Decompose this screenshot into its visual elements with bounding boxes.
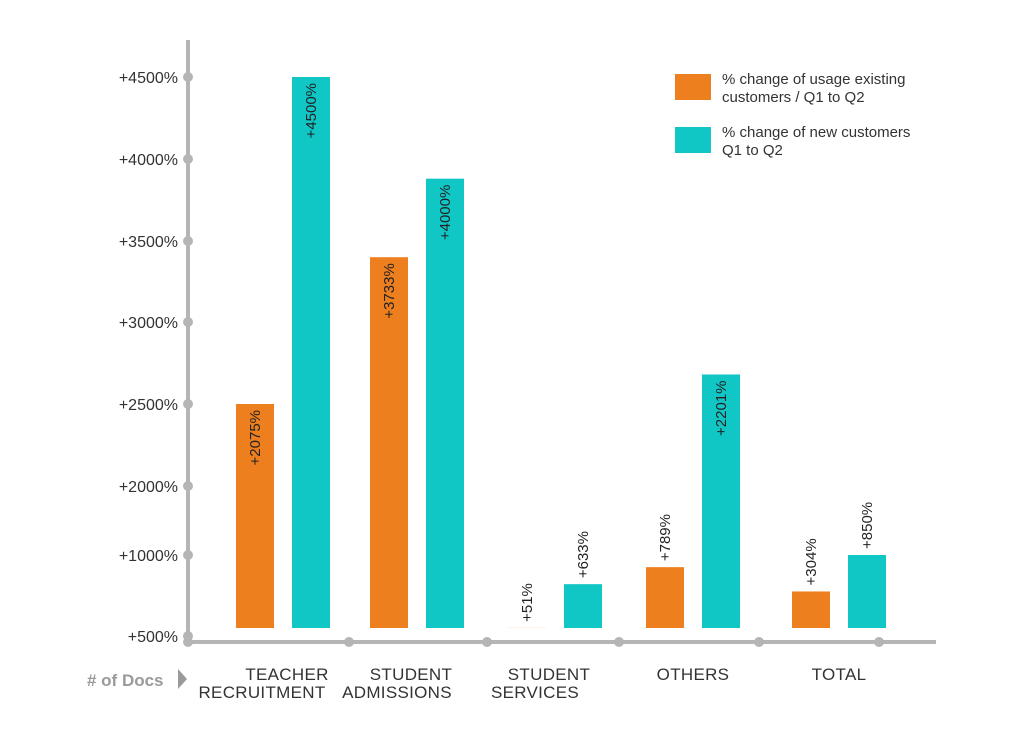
data-label-s2-1: +4000%	[437, 185, 454, 240]
bar-s2-2	[564, 584, 602, 628]
data-label-s1-4: +304%	[803, 538, 820, 585]
data-label-s2-3: +2201%	[713, 380, 730, 435]
bar-s1-3	[646, 567, 684, 628]
y-tick-dot-5	[183, 481, 193, 491]
x-axis-dot-1	[344, 637, 354, 647]
legend-swatch-1	[675, 74, 711, 100]
bar-s1-1	[370, 257, 408, 628]
x-axis-dot-4	[754, 637, 764, 647]
legend-label-2: % change of new customers Q1 to Q2	[722, 124, 910, 159]
category-label-line: RECRUITMENT	[198, 683, 325, 702]
x-axis-dot-3	[614, 637, 624, 647]
category-label-2: STUDENT SERVICES	[491, 665, 590, 702]
y-tick-label-5: +2000%	[119, 479, 178, 496]
y-tick-label-3: +3000%	[119, 315, 178, 332]
data-label-s1-2: +51%	[519, 583, 536, 622]
y-tick-label-1: +4000%	[119, 152, 178, 169]
y-tick-label-6: +1000%	[119, 548, 178, 565]
x-axis-arrow-icon	[178, 669, 187, 689]
legend-label-line: % change of usage existing	[722, 71, 905, 88]
bar-s1-0	[236, 404, 274, 628]
y-tick-dot-1	[183, 154, 193, 164]
data-label-s1-1: +3733%	[381, 263, 398, 318]
y-tick-dot-3	[183, 317, 193, 327]
data-label-s1-0: +2075%	[247, 410, 264, 465]
data-label-s2-0: +4500%	[303, 83, 320, 138]
y-tick-label-7: +500%	[128, 629, 178, 646]
category-label-line: TOTAL	[812, 665, 867, 684]
data-label-s2-4: +850%	[859, 502, 876, 549]
legend-label-line: customers / Q1 to Q2	[722, 89, 865, 106]
category-label-3: OTHERS	[657, 665, 730, 684]
x-axis-title: # of Docs	[87, 671, 164, 690]
y-tick-dot-6	[183, 550, 193, 560]
y-tick-label-4: +2500%	[119, 397, 178, 414]
category-label-1: STUDENT ADMISSIONS	[342, 665, 452, 702]
y-tick-dot-2	[183, 236, 193, 246]
x-axis-dot-2	[482, 637, 492, 647]
data-label-s1-3: +789%	[657, 514, 674, 561]
bar-s2-0	[292, 77, 330, 628]
bar-s2-1	[426, 178, 464, 628]
bar-s1-4	[792, 591, 830, 628]
legend-label-line: Q1 to Q2	[722, 142, 783, 159]
x-axis-dot-5	[874, 637, 884, 647]
category-label-line: OTHERS	[657, 665, 730, 684]
legend-swatch-2	[675, 127, 711, 153]
y-tick-dot-0	[183, 72, 193, 82]
category-label-line: STUDENT	[370, 665, 452, 684]
category-label-line: TEACHER	[245, 665, 328, 684]
y-tick-dot-4	[183, 399, 193, 409]
category-label-line: SERVICES	[491, 683, 579, 702]
bar-s2-3	[702, 374, 740, 628]
category-label-0: TEACHER RECRUITMENT	[198, 665, 328, 702]
data-label-s2-2: +633%	[575, 531, 592, 578]
x-axis-dot-0	[183, 637, 193, 647]
category-label-4: TOTAL	[812, 665, 867, 684]
bar-s2-4	[848, 555, 886, 628]
y-tick-label-2: +3500%	[119, 234, 178, 251]
category-label-line: ADMISSIONS	[342, 683, 452, 702]
legend-label-1: % change of usage existing customers / Q1…	[722, 71, 905, 106]
legend-label-line: % change of new customers	[722, 124, 910, 141]
category-label-line: STUDENT	[508, 665, 590, 684]
y-tick-label-0: +4500%	[119, 70, 178, 87]
